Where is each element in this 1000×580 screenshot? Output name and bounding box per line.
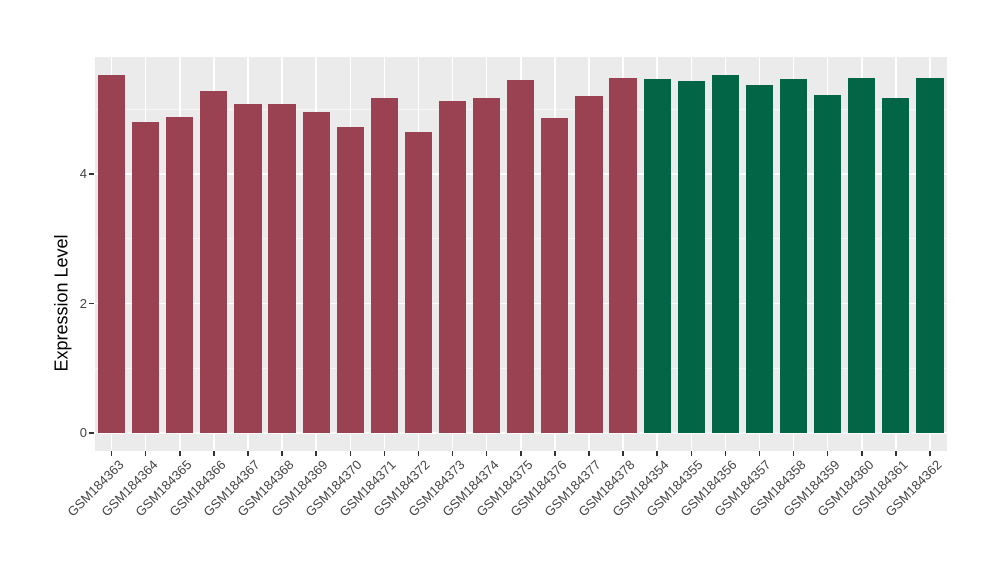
x-tick-mark (656, 451, 658, 456)
bar-GSM184358 (779, 78, 808, 433)
bar-GSM184361 (882, 97, 910, 433)
x-tick-mark (451, 451, 454, 456)
bar-GSM184372 (404, 131, 433, 433)
bar-GSM184370 (336, 126, 364, 433)
bar-GSM184357 (745, 84, 774, 433)
x-tick-mark (588, 451, 590, 456)
x-tick-mark (554, 451, 556, 456)
x-tick-mark (144, 451, 147, 456)
x-tick-mark (520, 451, 522, 456)
x-tick-mark (417, 451, 420, 456)
x-tick-mark (861, 451, 863, 456)
x-tick-mark (247, 451, 249, 456)
x-tick-mark (929, 451, 931, 456)
x-tick-mark (383, 451, 386, 456)
y-tick-mark (89, 302, 94, 305)
y-tick-label: 4 (79, 166, 87, 181)
bar-GSM184363 (97, 74, 126, 433)
bar-GSM184364 (132, 121, 160, 433)
plot-panel (94, 57, 947, 451)
bar-GSM184376 (541, 118, 569, 433)
x-tick-mark (895, 451, 897, 456)
bar-GSM184368 (268, 104, 296, 433)
bar-GSM184355 (677, 81, 705, 433)
bar-GSM184354 (643, 79, 671, 433)
bar-GSM184371 (370, 98, 398, 433)
bar-GSM184374 (473, 98, 501, 433)
bar-GSM184362 (916, 78, 944, 433)
y-tick-mark (89, 432, 94, 434)
bar-GSM184359 (814, 95, 842, 433)
x-tick-mark (179, 451, 181, 456)
x-tick-mark (315, 451, 317, 456)
x-tick-mark (758, 451, 761, 456)
bar-GSM184375 (507, 80, 535, 433)
x-tick-mark (690, 451, 692, 456)
bar-GSM184378 (609, 77, 637, 433)
x-tick-mark (281, 451, 283, 456)
x-tick-mark (792, 451, 795, 456)
bar-GSM184373 (438, 100, 467, 433)
bar-GSM184377 (575, 96, 603, 433)
x-tick-mark (485, 451, 488, 456)
bar-GSM184366 (200, 91, 228, 433)
x-tick-mark (826, 451, 829, 456)
x-tick-mark (110, 451, 113, 456)
x-tick-mark (724, 451, 727, 456)
bar-GSM184356 (711, 74, 739, 433)
bar-GSM184367 (234, 104, 262, 433)
x-tick-mark (349, 451, 351, 456)
y-tick-label: 2 (79, 295, 87, 311)
bar-GSM184369 (302, 111, 330, 433)
x-tick-mark (622, 451, 624, 456)
bar-GSM184365 (166, 117, 194, 433)
y-tick-mark (89, 173, 94, 175)
y-tick-label: 0 (79, 425, 87, 440)
bar-GSM184360 (848, 78, 876, 433)
x-tick-mark (213, 451, 215, 456)
